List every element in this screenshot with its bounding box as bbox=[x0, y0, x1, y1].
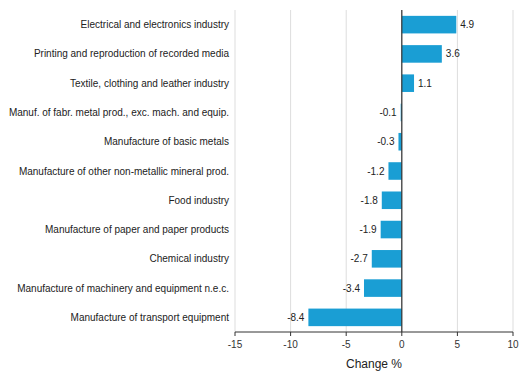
data-label: -0.3 bbox=[377, 136, 395, 147]
x-axis-line bbox=[235, 332, 513, 333]
x-tick-label: 10 bbox=[507, 339, 519, 350]
category-label: Printing and reproduction of recorded me… bbox=[34, 48, 230, 59]
grid-line bbox=[235, 10, 236, 332]
data-label: -1.9 bbox=[359, 224, 377, 235]
bar bbox=[372, 250, 402, 268]
bars bbox=[308, 16, 456, 326]
data-label: -1.2 bbox=[367, 166, 385, 177]
grid-line bbox=[513, 10, 514, 332]
category-label: Manufacture of paper and paper products bbox=[45, 224, 229, 235]
category-label: Electrical and electronics industry bbox=[81, 19, 229, 30]
x-tick-label: 0 bbox=[399, 339, 405, 350]
x-tick bbox=[513, 332, 514, 336]
bar bbox=[402, 74, 414, 92]
x-tick bbox=[401, 332, 402, 336]
category-label: Manufacture of machinery and equipment n… bbox=[17, 283, 229, 294]
category-label: Food industry bbox=[168, 195, 229, 206]
grid-line bbox=[290, 10, 291, 332]
x-tick-label: -15 bbox=[228, 339, 243, 350]
grid-line bbox=[401, 10, 402, 332]
x-tick bbox=[235, 332, 236, 336]
x-axis-label: Change % bbox=[346, 357, 402, 371]
x-tick-label: 5 bbox=[455, 339, 461, 350]
category-label: Manufacture of transport equipment bbox=[71, 312, 230, 323]
x-tick bbox=[346, 332, 347, 336]
category-label: Chemical industry bbox=[150, 253, 229, 264]
zero-line bbox=[401, 10, 402, 332]
bar bbox=[382, 191, 402, 209]
chart: -15 -10 -5 0 5 10 Change % Manufacture of trans… bbox=[0, 0, 529, 378]
bar bbox=[388, 162, 401, 180]
bar bbox=[381, 221, 402, 239]
bar bbox=[364, 279, 402, 297]
data-label: -3.4 bbox=[343, 283, 361, 294]
data-label: -1.8 bbox=[361, 195, 379, 206]
data-label: -8.4 bbox=[287, 312, 305, 323]
data-label: 4.9 bbox=[460, 19, 474, 30]
x-tick-label: -10 bbox=[283, 339, 298, 350]
bar bbox=[308, 309, 401, 327]
grid bbox=[235, 10, 513, 332]
category-label: Manufacture of basic metals bbox=[104, 136, 229, 147]
bar bbox=[402, 16, 456, 34]
x-tick-label: -5 bbox=[342, 339, 351, 350]
data-label: -0.1 bbox=[379, 107, 397, 118]
bar bbox=[402, 45, 442, 63]
data-label: 1.1 bbox=[418, 78, 432, 89]
category-label: Manufacture of other non-metallic minera… bbox=[19, 166, 229, 177]
x-tick bbox=[290, 332, 291, 336]
x-tick bbox=[457, 332, 458, 336]
data-label: 3.6 bbox=[446, 48, 460, 59]
category-label: Textile, clothing and leather industry bbox=[70, 78, 229, 89]
category-label: Manuf. of fabr. metal prod., exc. mach. … bbox=[9, 107, 229, 118]
data-label: -2.7 bbox=[351, 253, 369, 264]
